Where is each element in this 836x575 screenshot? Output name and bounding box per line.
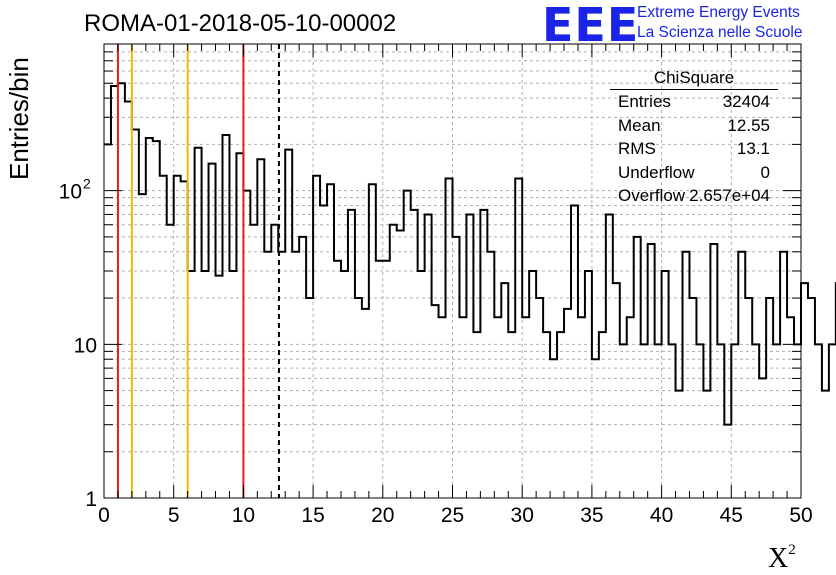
stats-key: RMS (618, 139, 656, 158)
x-tick-label: 50 (789, 504, 812, 527)
stats-row-underflow: Underflow 0 (610, 161, 778, 185)
x-axis-label-base: X (768, 543, 789, 574)
stats-row-overflow: Overflow 2.657e+04 (610, 184, 778, 208)
x-tick-label: 40 (650, 504, 673, 527)
stats-value: 2.657e+04 (689, 186, 770, 205)
histogram-series (104, 82, 836, 426)
stats-value: 32404 (722, 92, 770, 111)
stats-value: 13.1 (736, 139, 770, 158)
stats-value: 0 (760, 162, 770, 182)
stats-key: Entries (618, 92, 671, 111)
x-tick-label: 35 (580, 504, 603, 527)
logo-caption: Extreme Energy Events La Scienza nelle S… (637, 3, 802, 43)
y-tick-label: 10 (74, 334, 97, 357)
y-tick-label: 1 (85, 488, 97, 511)
y-tick-label: 10 (59, 181, 82, 204)
logo-caption-line2: La Scienza nelle Scuole (637, 24, 803, 41)
stats-row-rms: RMS 13.1 (610, 137, 778, 161)
stats-title: ChiSquare (610, 66, 778, 90)
plot-title: ROMA-01-2018-05-10-00002 (84, 10, 397, 37)
x-tick-label: 15 (301, 504, 324, 527)
eee-logo: EEE (542, 0, 640, 52)
x-axis-label-sup: 2 (788, 542, 796, 558)
stats-row-entries: Entries 32404 (610, 90, 778, 114)
x-tick-label: 25 (441, 504, 464, 527)
stats-key: Mean (618, 115, 661, 135)
logo-caption-line1: Extreme Energy Events (637, 4, 800, 21)
x-tick-label: 0 (98, 504, 110, 527)
stats-row-mean: Mean 12.55 (610, 114, 778, 138)
y-tick-label-exponent: 2 (83, 176, 91, 192)
x-tick-label: 5 (168, 504, 180, 527)
x-axis-label: X2 (768, 542, 796, 575)
stats-key: Overflow (618, 186, 686, 205)
x-tick-label: 10 (232, 504, 255, 527)
stats-value: 12.55 (727, 115, 770, 135)
x-tick-label: 20 (371, 504, 394, 527)
stats-key: Underflow (618, 162, 695, 182)
y-axis-label: Entries/bin (4, 57, 34, 180)
x-tick-label: 45 (720, 504, 743, 527)
stats-box: ChiSquare Entries 32404 Mean 12.55 RMS 13.1… (610, 66, 778, 208)
x-tick-label: 30 (511, 504, 534, 527)
